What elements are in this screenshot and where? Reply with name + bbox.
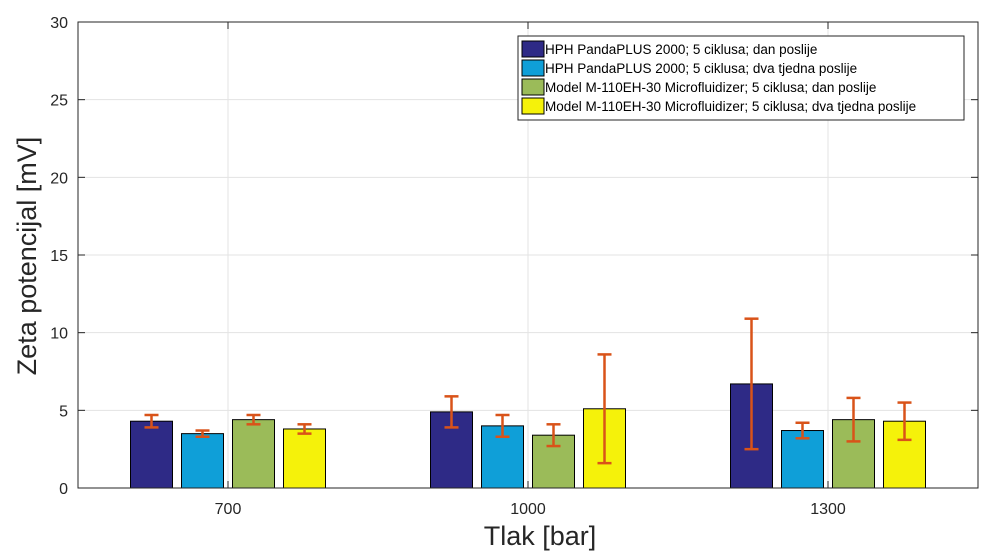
y-tick-label: 25 (50, 93, 68, 110)
legend-swatch (521, 40, 545, 58)
legend-item: Model M-110EH-30 Microfluidizer; 5 ciklu… (521, 78, 876, 96)
legend-label: HPH PandaPLUS 2000; 5 ciklusa; dva tjedn… (545, 61, 857, 76)
bar-4-700 (283, 428, 326, 489)
error-bar (246, 413, 261, 426)
error-bar (795, 421, 810, 440)
x-tick-label: 700 (215, 501, 242, 518)
bar-2-700 (181, 433, 224, 489)
y-tick-label: 30 (50, 15, 68, 32)
legend-swatch (521, 78, 545, 96)
legend-item: HPH PandaPLUS 2000; 5 ciklusa; dva tjedn… (521, 59, 857, 77)
y-tick-label: 15 (50, 248, 68, 265)
legend-swatch (521, 59, 545, 77)
y-axis-ticks: 0 5 10 15 20 25 30 (50, 15, 978, 498)
legend-label: Model M-110EH-30 Microfluidizer; 5 ciklu… (545, 99, 916, 114)
legend-item: Model M-110EH-30 Microfluidizer; 5 ciklu… (521, 97, 916, 115)
x-tick-label: 1300 (810, 501, 846, 518)
y-tick-label: 5 (59, 403, 68, 420)
legend-box (517, 35, 965, 121)
error-bars (144, 317, 912, 465)
error-bar (597, 353, 612, 465)
error-bar (495, 413, 510, 438)
error-bar (144, 413, 159, 429)
legend-label: Model M-110EH-30 Microfluidizer; 5 ciklu… (545, 80, 876, 95)
legend-label: HPH PandaPLUS 2000; 5 ciklusa; dan posli… (545, 42, 817, 57)
error-bar (195, 429, 210, 438)
error-bar (846, 396, 861, 443)
error-bar (897, 401, 912, 442)
y-axis-label: Zeta potencijal [mV] (12, 137, 42, 376)
error-bar (546, 423, 561, 448)
y-tick-label: 20 (50, 170, 68, 187)
legend-swatch (521, 97, 545, 115)
error-bar (744, 317, 759, 451)
error-bar (297, 423, 312, 435)
x-tick-label: 1000 (510, 501, 546, 518)
bar-1-700 (130, 420, 173, 489)
bar-3-700 (232, 419, 275, 489)
legend: HPH PandaPLUS 2000; 5 ciklusa; dan posli… (517, 35, 965, 121)
y-tick-label: 10 (50, 326, 68, 343)
x-axis-ticks: 700 1000 1300 (215, 22, 846, 518)
x-axis-label: Tlak [bar] (484, 521, 597, 551)
error-bar (444, 395, 459, 429)
y-tick-label: 0 (59, 481, 68, 498)
legend-item: HPH PandaPLUS 2000; 5 ciklusa; dan posli… (521, 40, 817, 58)
